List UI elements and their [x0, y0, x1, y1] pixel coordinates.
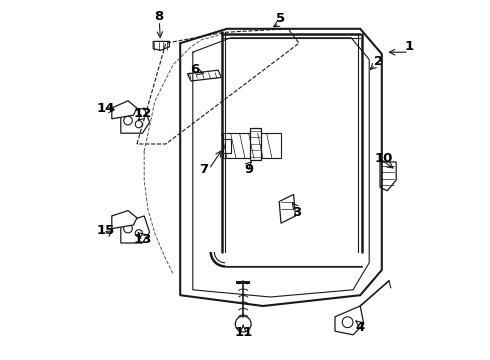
- Text: 8: 8: [154, 10, 163, 23]
- Polygon shape: [153, 41, 170, 50]
- Text: 10: 10: [374, 152, 393, 165]
- Text: 15: 15: [97, 224, 115, 237]
- Polygon shape: [380, 162, 396, 191]
- Polygon shape: [335, 306, 364, 335]
- Text: 1: 1: [404, 40, 414, 53]
- Polygon shape: [121, 108, 149, 133]
- Polygon shape: [236, 281, 250, 284]
- Text: 12: 12: [133, 107, 151, 120]
- Text: 4: 4: [356, 321, 365, 334]
- Text: 3: 3: [292, 206, 301, 219]
- Polygon shape: [187, 70, 221, 81]
- Text: 14: 14: [97, 102, 115, 114]
- Text: 13: 13: [133, 233, 151, 246]
- Polygon shape: [279, 194, 295, 223]
- Text: 5: 5: [276, 12, 286, 25]
- Text: 6: 6: [190, 63, 199, 76]
- Text: 2: 2: [374, 55, 383, 68]
- Polygon shape: [112, 211, 137, 229]
- Polygon shape: [112, 101, 137, 119]
- Text: 7: 7: [199, 163, 208, 176]
- Polygon shape: [223, 139, 231, 153]
- Polygon shape: [121, 216, 149, 243]
- Text: 11: 11: [234, 327, 252, 339]
- Polygon shape: [250, 128, 261, 160]
- Text: 9: 9: [245, 163, 254, 176]
